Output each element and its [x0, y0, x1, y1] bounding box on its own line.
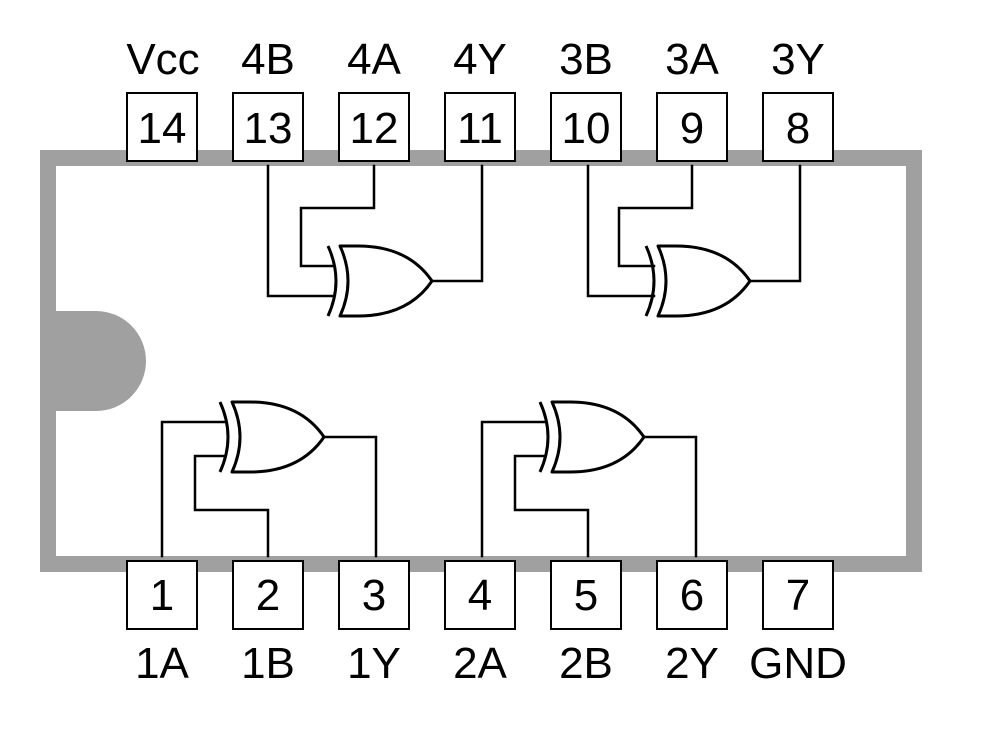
pin-number: 8 [786, 104, 810, 153]
pin-number: 11 [457, 104, 503, 153]
pin-box [444, 92, 516, 162]
pin-box [338, 92, 410, 162]
wire-2a [480, 420, 546, 558]
pin-number: 10 [562, 104, 611, 153]
pin-number: 3 [362, 571, 386, 620]
wire-3y [748, 164, 802, 283]
pin-7: 7 GND [749, 560, 847, 688]
pin-label: 1A [135, 639, 189, 688]
pin-5: 5 2B [550, 560, 622, 688]
pin-14: 14 Vcc [126, 35, 200, 162]
pin-10: 10 3B [550, 35, 622, 162]
pin-label: 1B [241, 639, 295, 688]
pin-4: 4 2A [444, 560, 516, 688]
pin-label: 1Y [347, 639, 401, 688]
pin-box [656, 92, 728, 162]
pin-number: 4 [468, 571, 492, 620]
pin-box [550, 560, 622, 630]
pin-number: 6 [680, 571, 704, 620]
pin-label: 2B [559, 639, 613, 688]
pin-label: 4Y [453, 35, 507, 84]
wire-4a [299, 164, 376, 268]
pin-label: 4A [347, 35, 401, 84]
pin-number: 7 [786, 571, 810, 620]
pin-box [126, 92, 198, 162]
wire-3a [617, 164, 694, 268]
pin-9: 9 3A [656, 35, 728, 162]
pin-12: 12 4A [338, 35, 410, 162]
pin-number: 1 [150, 571, 174, 620]
wire-1y [322, 435, 378, 558]
pin-label: Vcc [126, 35, 199, 84]
pin-number: 13 [244, 104, 293, 153]
wire-4y [430, 164, 484, 283]
wire-2y [642, 435, 698, 558]
bottom-pins: 1 1A 2 1B 3 1Y 4 2A 5 2B 6 2Y [126, 560, 847, 688]
pin-box [338, 560, 410, 630]
pin-number: 9 [680, 104, 704, 153]
pin-label: 4B [241, 35, 295, 84]
wire-1a [160, 420, 226, 558]
pin-11: 11 4Y [444, 35, 516, 162]
pin-box [762, 92, 834, 162]
pin-box [232, 560, 304, 630]
pin-1: 1 1A [126, 560, 198, 688]
pin-box [232, 92, 304, 162]
pin-label: GND [749, 639, 847, 688]
pin-number: 14 [138, 104, 187, 153]
pin-number: 5 [574, 571, 598, 620]
pin-13: 13 4B [232, 35, 304, 162]
pin-6: 6 2Y [656, 560, 728, 688]
pin-box [762, 560, 834, 630]
pin-label: 2Y [665, 639, 719, 688]
pin-number: 12 [350, 104, 399, 153]
pin-box [656, 560, 728, 630]
pin-label: 3B [559, 35, 613, 84]
pin-box [550, 92, 622, 162]
pin-number: 2 [256, 571, 280, 620]
pin-label: 3Y [771, 35, 825, 84]
wire-1b [193, 454, 270, 558]
wire-2b [513, 454, 590, 558]
pin-2: 2 1B [232, 560, 304, 688]
pin-3: 3 1Y [338, 560, 410, 688]
wire-3b [586, 164, 656, 298]
pin-label: 2A [453, 639, 507, 688]
pin-8: 8 3Y [762, 35, 834, 162]
wire-4b [266, 164, 336, 298]
package-notch [56, 311, 146, 411]
pin-label: 3A [665, 35, 719, 84]
wiring [160, 164, 802, 558]
pin-box [444, 560, 516, 630]
pin-box [126, 560, 198, 630]
top-pins: 14 Vcc 13 4B 12 4A 11 4Y 10 3B 9 3A [126, 35, 834, 162]
